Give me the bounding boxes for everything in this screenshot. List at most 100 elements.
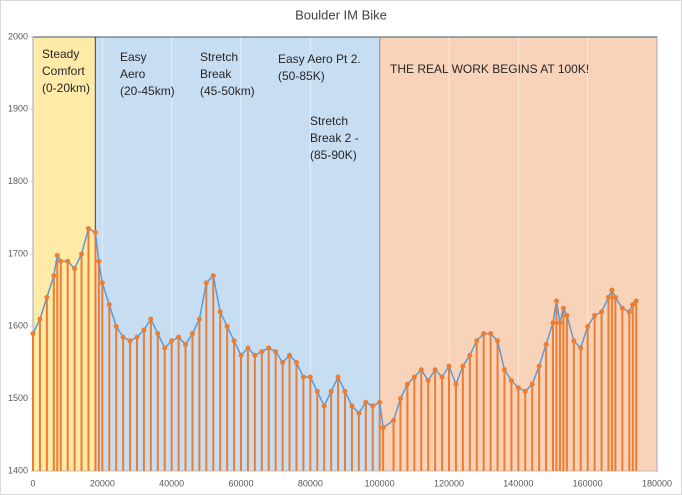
marker <box>609 287 615 293</box>
annotation: Comfort <box>42 64 85 78</box>
marker <box>210 273 216 279</box>
annotation: Easy Aero Pt 2. <box>278 52 361 66</box>
marker <box>481 331 487 337</box>
marker <box>446 363 452 369</box>
marker <box>245 345 251 351</box>
annotation: (0-20km) <box>42 81 90 95</box>
marker <box>96 258 102 264</box>
marker <box>183 341 189 347</box>
marker <box>99 280 105 286</box>
annotation: THE REAL WORK BEGINS AT 100K! <box>390 62 589 76</box>
annotation: Stretch <box>310 114 348 128</box>
marker <box>397 396 403 402</box>
annotation: (85-90K) <box>310 148 357 162</box>
marker <box>328 388 334 394</box>
marker <box>231 338 237 344</box>
marker <box>162 345 168 351</box>
marker <box>169 338 175 344</box>
marker <box>474 338 480 344</box>
x-tick-label: 160000 <box>573 478 603 488</box>
marker <box>37 316 43 322</box>
marker <box>85 226 91 232</box>
marker <box>612 294 618 300</box>
marker <box>113 323 119 329</box>
x-tick-label: 40000 <box>159 478 184 488</box>
marker <box>196 316 202 322</box>
marker <box>287 352 293 358</box>
marker <box>189 331 195 337</box>
marker <box>453 381 459 387</box>
marker <box>432 367 438 373</box>
marker <box>44 294 50 300</box>
marker <box>266 345 272 351</box>
marker <box>92 229 98 235</box>
marker <box>224 323 230 329</box>
marker <box>58 258 64 264</box>
marker <box>65 258 71 264</box>
region <box>94 36 381 472</box>
annotation: (45-50km) <box>200 84 255 98</box>
x-tick-label: 20000 <box>90 478 115 488</box>
marker <box>54 252 60 258</box>
marker <box>356 410 362 416</box>
x-tick-label: 180000 <box>642 478 672 488</box>
annotation: Break <box>200 67 232 81</box>
marker <box>508 378 514 384</box>
marker <box>300 374 306 380</box>
marker <box>370 403 376 409</box>
marker <box>307 374 313 380</box>
line <box>32 227 637 429</box>
region <box>32 36 96 472</box>
marker <box>550 320 556 326</box>
marker <box>557 320 563 326</box>
marker <box>349 403 355 409</box>
y-tick-label: 1500 <box>8 393 28 403</box>
annotation: Easy <box>120 50 147 64</box>
annotation: Stretch <box>200 50 238 64</box>
marker <box>342 388 348 394</box>
marker <box>321 403 327 409</box>
marker <box>495 338 501 344</box>
x-tick-label: 80000 <box>298 478 323 488</box>
marker <box>134 334 140 340</box>
marker <box>176 334 182 340</box>
x-tick-label: 120000 <box>434 478 464 488</box>
marker <box>404 381 410 387</box>
marker <box>439 374 445 380</box>
y-tick-label: 1900 <box>8 104 28 114</box>
x-tick-label: 140000 <box>503 478 533 488</box>
marker <box>592 312 598 318</box>
marker <box>529 381 535 387</box>
marker <box>501 367 507 373</box>
chart-title: Boulder IM Bike <box>295 7 387 22</box>
x-tick-label: 100000 <box>365 478 395 488</box>
marker <box>377 399 383 405</box>
marker <box>141 327 147 333</box>
marker <box>425 378 431 384</box>
marker <box>335 374 341 380</box>
annotation: Aero <box>120 67 146 81</box>
marker <box>203 280 209 286</box>
annotation: (50-85K) <box>278 69 325 83</box>
marker <box>571 338 577 344</box>
marker <box>127 338 133 344</box>
marker <box>30 331 36 337</box>
marker <box>633 298 639 304</box>
marker <box>605 294 611 300</box>
marker <box>418 367 424 373</box>
marker <box>72 265 78 271</box>
annotation: Steady <box>42 47 79 61</box>
marker <box>148 316 154 322</box>
annotation: Break 2 - <box>310 131 359 145</box>
y-tick-label: 1700 <box>8 248 28 258</box>
marker <box>619 305 625 311</box>
marker <box>536 363 542 369</box>
marker <box>553 298 559 304</box>
marker <box>630 302 636 308</box>
marker <box>560 305 566 311</box>
y-tick-label: 1600 <box>8 321 28 331</box>
marker <box>51 273 57 279</box>
marker <box>564 312 570 318</box>
y-tick-label: 1800 <box>8 176 28 186</box>
